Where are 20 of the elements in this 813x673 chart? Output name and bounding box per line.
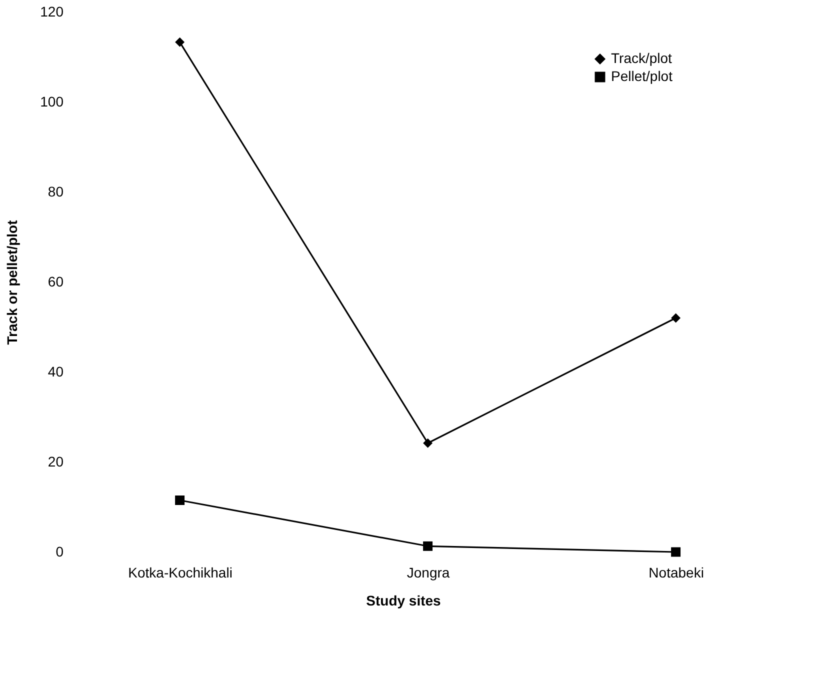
x-axis-title: Study sites xyxy=(366,592,442,608)
y-tick-label: 0 xyxy=(56,544,64,560)
point xyxy=(423,541,433,551)
point xyxy=(671,547,681,557)
y-tick-label: 80 xyxy=(48,184,64,200)
y-tick-label: 20 xyxy=(48,454,64,470)
y-tick-label: 120 xyxy=(40,4,64,20)
legend-label: Track/plot xyxy=(611,50,672,66)
point xyxy=(175,37,185,47)
x-tick-label: Jongra xyxy=(406,564,450,580)
point xyxy=(423,438,433,448)
y-tick-label: 100 xyxy=(40,94,64,110)
point xyxy=(671,313,681,323)
y-tick-label: 60 xyxy=(48,274,64,290)
y-axis-title: Track or pellet/plot xyxy=(4,220,20,345)
y-tick-label: 40 xyxy=(48,364,64,380)
x-tick-label: Notabeki xyxy=(648,564,704,580)
point xyxy=(175,496,185,505)
x-tick-label: Kotka-Kochikhali xyxy=(128,564,232,580)
legend-label: Pellet/plot xyxy=(611,68,673,84)
